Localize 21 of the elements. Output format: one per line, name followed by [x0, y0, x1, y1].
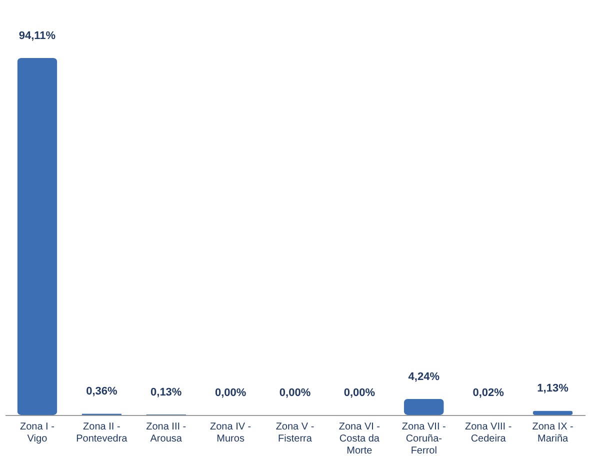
x-tick-label: Zona IX - Mariña — [532, 422, 574, 444]
x-tick-label: Zona VIII - Cedeira — [464, 422, 512, 444]
x-tick-label: Zona VI - Costa da Morte — [338, 422, 380, 456]
bar — [17, 58, 58, 415]
data-label: 0,02% — [472, 386, 504, 399]
x-tick-label: Zona III - Arousa — [146, 422, 186, 444]
bar — [532, 410, 573, 415]
x-tick-label: Zona VII - Coruña-Ferrol — [402, 422, 446, 456]
data-label: 0,00% — [214, 387, 246, 399]
x-tick-label: Zona I - Vigo — [20, 422, 54, 444]
data-label: 0,00% — [279, 387, 311, 399]
data-label: 4,24% — [408, 370, 440, 383]
x-tick-label: Zona V - Fisterra — [276, 422, 314, 444]
data-label: 0,13% — [150, 386, 182, 399]
data-label: 1,13% — [537, 382, 569, 395]
x-tick-label: Zona II - Pontevedra — [76, 422, 128, 444]
x-tick-label: Zona IV - Muros — [210, 422, 252, 444]
data-label: 0,36% — [86, 386, 118, 398]
data-label: 94,11% — [18, 30, 56, 42]
bar — [404, 398, 444, 415]
data-label: 0,00% — [344, 387, 376, 399]
